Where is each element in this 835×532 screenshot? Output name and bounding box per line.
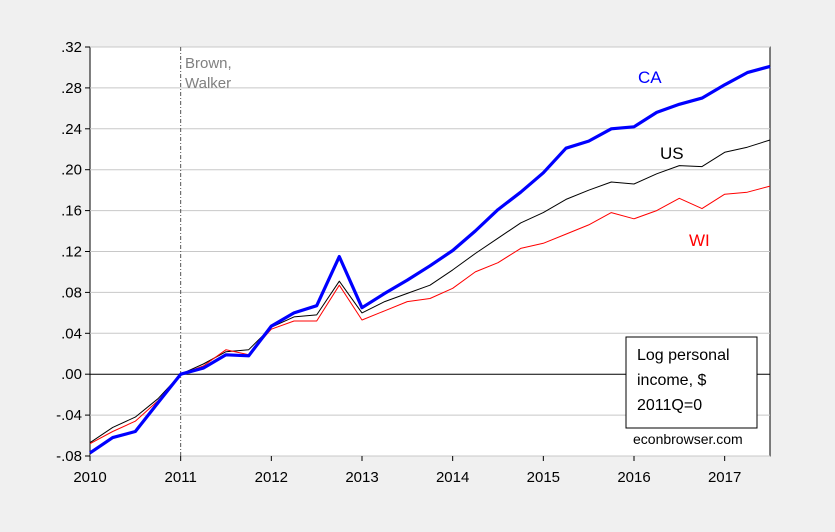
y-tick-label: .32: [61, 39, 82, 56]
series-line-ca: [89, 64, 771, 455]
series-label-ca: CA: [638, 68, 662, 87]
y-tick-label: .00: [61, 366, 82, 383]
x-tick-label: 2017: [708, 469, 741, 486]
note-line1: Log personal: [637, 347, 730, 364]
y-tick-label: .12: [61, 244, 82, 261]
y-tick-label: -.04: [56, 407, 82, 424]
x-tick-label: 2012: [255, 469, 288, 486]
y-tick-label: .16: [61, 203, 82, 220]
note-box-frame: [625, 336, 758, 429]
note-line2: income, $: [637, 372, 706, 389]
series-lines: [89, 64, 771, 455]
series-line-us: [89, 139, 771, 444]
x-tick-label: 2013: [345, 469, 378, 486]
x-axis-tick-labels: 2010 2011 2012 2013 2014 2015 2016 2017: [73, 456, 741, 486]
y-tick-label: .20: [61, 162, 82, 179]
event-label-line2: Walker: [185, 75, 231, 92]
x-tick-label: 2014: [436, 469, 469, 486]
y-tick-label: .04: [61, 325, 82, 342]
y-tick-label: .28: [61, 80, 82, 97]
x-tick-label: 2010: [73, 469, 106, 486]
series-line-wi: [89, 185, 771, 445]
event-label-line1: Brown,: [185, 55, 232, 72]
y-tick-label: -.08: [56, 448, 82, 465]
series-label-wi: WI: [689, 231, 710, 250]
x-tick-label: 2016: [617, 469, 650, 486]
series-label-us: US: [660, 144, 684, 163]
note-box: Log personal income, $ 2011Q=0: [625, 336, 758, 429]
y-tick-label: .24: [61, 121, 82, 138]
y-axis-tick-labels: -.08 -.04 .00 .04 .08 .12 .16 .20 .24 .28 .32: [56, 39, 90, 465]
x-tick-label: 2011: [165, 469, 197, 486]
x-tick-label: 2015: [527, 469, 560, 486]
note-line3: 2011Q=0: [637, 397, 702, 414]
credit-text: econbrowser.com: [633, 431, 743, 447]
y-tick-label: .08: [61, 284, 82, 301]
